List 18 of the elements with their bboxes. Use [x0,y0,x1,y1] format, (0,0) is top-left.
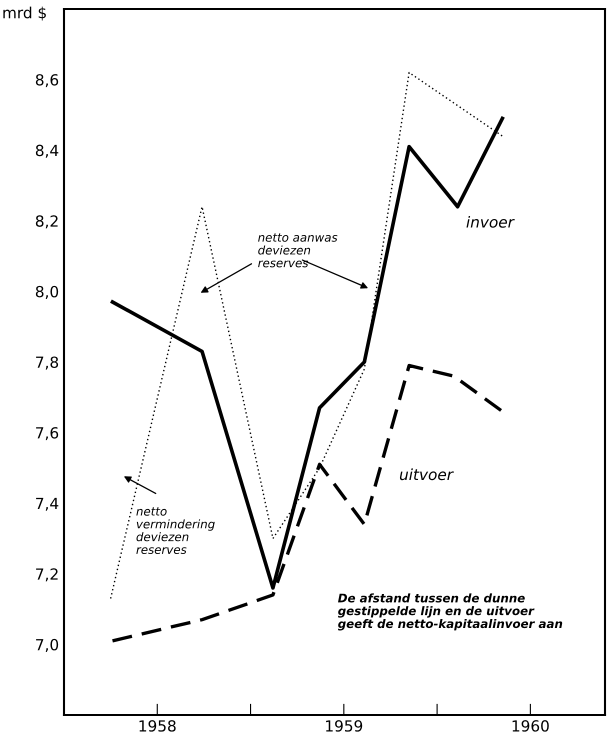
y-tick-label: 7,4 [36,498,58,511]
y-axis-title: mrd $ [3,6,46,20]
annotation: netto vermindering deviezen reserves [136,507,215,554]
y-tick-label: 8,4 [36,144,58,158]
y-tick-label: 8,2 [36,215,58,228]
annotation: netto aanwas deviezen reserves [258,233,338,268]
y-tick-label: 8,0 [36,286,58,299]
x-tick-label: 1960 [512,720,549,732]
x-tick-label: 1959 [326,720,362,732]
x-tick-label: 1958 [140,720,176,732]
y-tick-label: 7,0 [36,638,58,652]
y-tick-label: 7,8 [36,356,58,370]
annotation: De afstand tussen de dunne gestippelde lijn en de uitvoer geeft de netto-kapitaalinvoer aan [338,593,562,630]
y-tick-label: 8,6 [36,74,58,88]
y-tick-label: 7,6 [36,427,58,440]
series-label: invoer [466,216,515,228]
y-tick-label: 7,2 [36,568,58,582]
series-label: uitvoer [400,468,454,480]
